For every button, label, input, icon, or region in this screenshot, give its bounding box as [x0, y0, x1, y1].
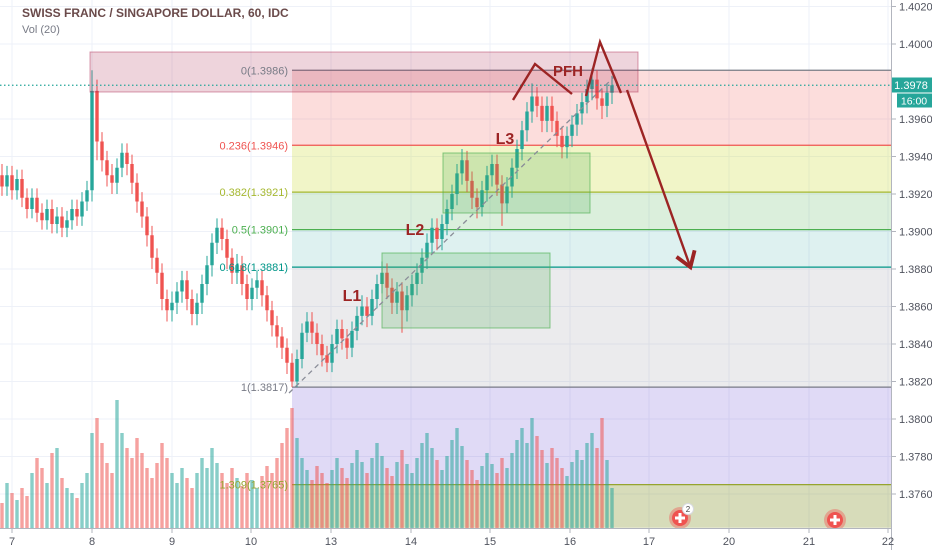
projection-arrow[interactable] [625, 89, 697, 271]
price-tick-label: 1.3820 [899, 377, 932, 389]
dashed-trendline[interactable] [288, 76, 615, 394]
price-tick-label: 1.3920 [899, 189, 932, 201]
fib-label: 1.309(1.3765) [220, 480, 289, 492]
fib-label: 0.5(1.3901) [232, 225, 288, 237]
fib-level-labels: 0(1.3986) 0.236(1.3946) 0.382(1.3921) 0.5(1… [220, 65, 289, 491]
time-tick-label: 10 [245, 536, 257, 548]
fib-label: 0(1.3986) [241, 65, 288, 77]
price-tick-label: 1.3780 [899, 452, 932, 464]
price-tick-label: 1.3880 [899, 264, 932, 276]
time-tick-label: 14 [405, 536, 417, 548]
price-tick-label: 1.3940 [899, 152, 932, 164]
last-price-badge-text: 1.3978 [894, 80, 928, 92]
drawn-peak-lines[interactable] [511, 62, 573, 101]
time-tick-label: 16 [564, 536, 576, 548]
price-tick-label: 1.3760 [899, 489, 932, 501]
time-axis-background [0, 528, 932, 550]
time-tick-label: 17 [643, 536, 655, 548]
green-highlight-box[interactable] [381, 252, 551, 329]
time-tick-label: 8 [89, 536, 95, 548]
annotation-text-l2[interactable]: L2 [406, 222, 425, 239]
time-tick-label: 9 [169, 536, 175, 548]
fib-label: 0.618(1.3881) [220, 262, 289, 274]
time-tick-label: 21 [803, 536, 815, 548]
annotation-labels[interactable]: L1 L2 L3 PFH [343, 63, 583, 305]
price-tick-label: 1.3800 [899, 414, 932, 426]
drawn-trend-annotations[interactable] [511, 38, 697, 271]
price-tick-label: 1.4000 [899, 39, 932, 51]
swiss-flag-event-marker[interactable]: 2 [669, 503, 694, 530]
swiss-flag-event-marker[interactable] [824, 509, 846, 531]
drawn-peak-lines[interactable] [584, 38, 623, 97]
time-tick-label: 20 [723, 536, 735, 548]
price-tick-label: 1.4020 [899, 2, 932, 14]
price-tick-label: 1.3960 [899, 114, 932, 126]
marker-count-badge [682, 503, 694, 515]
fib-label: 0.382(1.3921) [220, 187, 289, 199]
event-markers[interactable]: 2 [669, 503, 846, 532]
time-axis[interactable]: 7 8 9 10 13 14 15 16 17 20 21 22 [9, 528, 894, 548]
symbol-legend[interactable]: SWISS FRANC / SINGAPORE DOLLAR, 60, IDC … [22, 6, 289, 37]
last-price-badge: 1.3978 [892, 77, 932, 93]
price-tick-label: 1.3840 [899, 339, 932, 351]
volume-series [0, 400, 614, 528]
time-tick-label: 22 [882, 536, 894, 548]
fib-label: 1(1.3817) [241, 382, 288, 394]
candlestick-series [0, 68, 614, 388]
svg-text:2: 2 [686, 505, 691, 514]
annotation-text-l3[interactable]: L3 [496, 131, 515, 148]
countdown-badge: 16:00 [897, 93, 932, 108]
fib-label: 0.236(1.3946) [220, 140, 289, 152]
price-axis[interactable]: 1.4020 1.4000 1.3960 1.3940 1.3920 1.3900 1.38… [891, 2, 932, 502]
symbol-title[interactable]: SWISS FRANC / SINGAPORE DOLLAR, 60, IDC [22, 6, 289, 20]
price-tick-label: 1.3860 [899, 302, 932, 314]
green-highlight-box[interactable] [442, 152, 591, 214]
countdown-badge-text: 16:00 [901, 96, 927, 108]
time-tick-label: 7 [9, 536, 15, 548]
annotation-text-l1[interactable]: L1 [343, 288, 362, 305]
price-tick-label: 1.3900 [899, 227, 932, 239]
volume-indicator-label[interactable]: Vol (20) [22, 23, 60, 36]
time-tick-label: 13 [325, 536, 337, 548]
annotation-text-pfh[interactable]: PFH [553, 63, 583, 80]
time-tick-label: 15 [484, 536, 496, 548]
